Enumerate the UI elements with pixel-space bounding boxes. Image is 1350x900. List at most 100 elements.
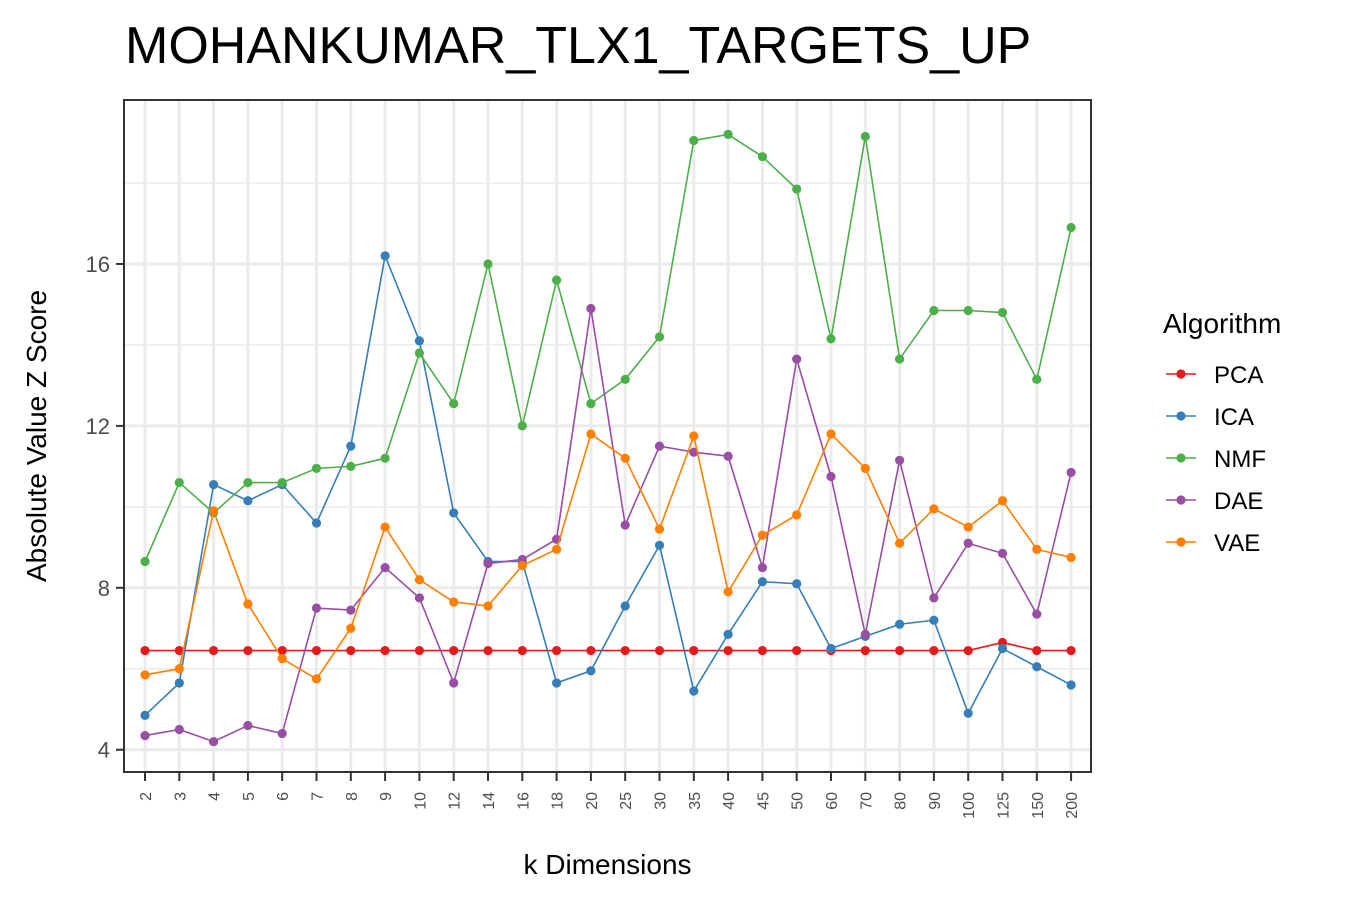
x-tick-label: 60 xyxy=(824,792,841,810)
data-point-pca xyxy=(895,645,905,656)
x-tick-label: 100 xyxy=(961,792,978,819)
legend-label: DAE xyxy=(1214,488,1263,515)
x-tick-label: 12 xyxy=(447,792,464,810)
data-point-ica xyxy=(449,508,459,518)
x-tick-label: 90 xyxy=(927,792,944,810)
data-point-ica xyxy=(243,496,253,506)
data-point-dae xyxy=(963,538,973,548)
x-tick-label: 150 xyxy=(1030,792,1047,819)
legend-label: PCA xyxy=(1214,362,1263,389)
x-tick-label: 2 xyxy=(138,792,155,801)
data-point-vae xyxy=(209,506,219,516)
data-point-ica xyxy=(346,441,356,451)
x-tick-label: 125 xyxy=(996,792,1013,819)
data-point-dae xyxy=(414,593,424,603)
data-point-dae xyxy=(1032,609,1042,619)
data-point-vae xyxy=(1066,552,1076,563)
data-point-nmf xyxy=(517,421,527,431)
y-tick-label: 16 xyxy=(86,252,110,277)
data-point-nmf xyxy=(929,305,939,316)
data-point-ica xyxy=(826,643,836,654)
data-point-pca xyxy=(346,645,356,656)
legend-label: ICA xyxy=(1214,404,1254,431)
data-point-dae xyxy=(140,730,150,741)
data-point-nmf xyxy=(414,348,424,358)
legend-label: NMF xyxy=(1214,446,1266,473)
data-point-pca xyxy=(654,645,665,656)
data-point-nmf xyxy=(689,135,699,146)
data-point-pca xyxy=(449,645,459,656)
legend-item-nmf: NMF xyxy=(1166,446,1266,473)
x-tick-label: 10 xyxy=(412,792,429,810)
x-tick-label: 16 xyxy=(515,792,532,810)
data-point-dae xyxy=(483,558,493,569)
data-point-dae xyxy=(757,562,768,573)
series-line-pca xyxy=(145,641,1072,652)
data-point-nmf xyxy=(757,152,768,162)
data-point-vae xyxy=(517,560,527,571)
data-point-ica xyxy=(1066,680,1076,690)
data-point-pca xyxy=(1032,645,1042,656)
x-tick-label: 25 xyxy=(618,792,635,810)
data-point-pca xyxy=(689,645,699,656)
data-point-dae xyxy=(792,354,802,364)
legend-item-vae: VAE xyxy=(1166,530,1260,557)
data-point-pca xyxy=(723,645,733,656)
x-tick-label: 30 xyxy=(653,792,670,810)
data-point-nmf xyxy=(723,129,733,140)
data-point-vae xyxy=(997,496,1008,506)
data-point-ica xyxy=(929,615,939,625)
data-point-ica xyxy=(963,708,973,718)
x-tick-label: 8 xyxy=(344,792,361,801)
data-point-ica xyxy=(586,666,596,676)
data-point-pca xyxy=(517,645,527,656)
data-point-dae xyxy=(311,603,322,613)
series-nmf xyxy=(140,129,1076,567)
legend-key-point xyxy=(1176,495,1186,505)
legend: Algorithm PCA ICA NMF DAE VAE xyxy=(1163,308,1281,557)
data-point-vae xyxy=(826,429,836,439)
data-point-pca xyxy=(174,645,184,656)
y-axis-title: Absolute Value Z Score xyxy=(21,290,52,582)
data-point-vae xyxy=(483,601,493,611)
legend-key-point xyxy=(1176,411,1186,421)
data-point-ica xyxy=(380,251,390,261)
data-point-dae xyxy=(929,593,939,603)
data-point-vae xyxy=(243,599,253,609)
data-point-ica xyxy=(757,577,768,587)
series-line-ica xyxy=(144,252,1072,716)
data-point-ica xyxy=(895,619,905,629)
data-point-vae xyxy=(586,429,596,439)
data-point-vae xyxy=(552,544,562,554)
x-tick-label: 50 xyxy=(790,792,807,810)
data-point-nmf xyxy=(620,374,630,384)
data-point-nmf xyxy=(243,477,253,488)
data-point-pca xyxy=(963,645,973,656)
data-point-vae xyxy=(654,524,665,534)
data-point-nmf xyxy=(277,477,287,488)
data-point-ica xyxy=(1032,662,1042,672)
data-point-dae xyxy=(380,562,390,573)
data-point-dae xyxy=(586,303,596,314)
data-point-pca xyxy=(757,645,768,656)
plot-panel-border xyxy=(123,99,1092,773)
data-point-nmf xyxy=(346,461,356,471)
x-tick-label: 18 xyxy=(550,792,567,810)
data-point-ica xyxy=(723,629,733,639)
data-point-dae xyxy=(346,605,356,615)
data-point-dae xyxy=(174,724,184,735)
data-point-dae xyxy=(620,520,630,530)
data-point-vae xyxy=(449,597,459,607)
data-point-nmf xyxy=(895,354,905,364)
y-tick-label: 8 xyxy=(98,576,110,601)
data-point-pca xyxy=(414,645,424,656)
data-point-pca xyxy=(140,645,150,656)
data-point-vae xyxy=(895,538,905,548)
data-point-vae xyxy=(929,504,939,514)
data-point-pca xyxy=(243,645,253,656)
legend-item-pca: PCA xyxy=(1166,362,1263,389)
legend-key-point xyxy=(1176,369,1186,379)
data-point-pca xyxy=(311,645,322,656)
x-tick-label: 45 xyxy=(755,792,772,810)
